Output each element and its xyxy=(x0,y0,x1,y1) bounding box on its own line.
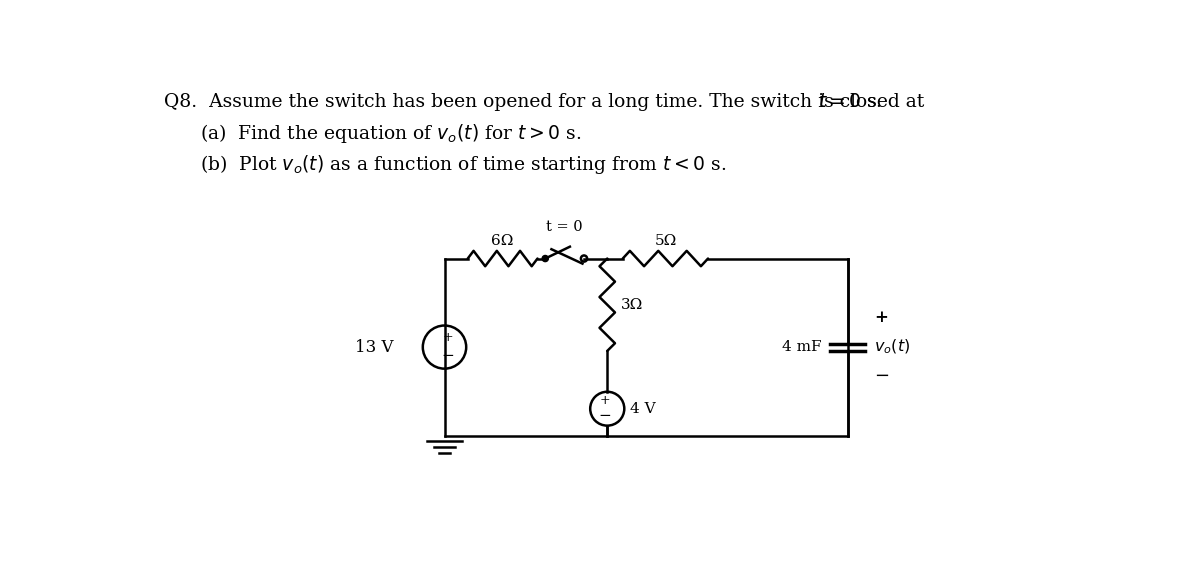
Text: −: − xyxy=(599,410,611,423)
Text: 5Ω: 5Ω xyxy=(654,234,677,248)
Text: (b)  Plot $v_o(t)$ as a function of time starting from $t < 0$ s.: (b) Plot $v_o(t)$ as a function of time … xyxy=(200,153,727,176)
Text: 13 V: 13 V xyxy=(355,339,394,355)
Text: 4 mF: 4 mF xyxy=(781,340,821,354)
Text: 6Ω: 6Ω xyxy=(492,234,514,248)
Text: −: − xyxy=(442,349,454,363)
Text: (a)  Find the equation of $v_o(t)$ for $t > 0$ s.: (a) Find the equation of $v_o(t)$ for $t… xyxy=(200,122,582,145)
Text: +: + xyxy=(600,395,611,407)
Text: $v_o(t)$: $v_o(t)$ xyxy=(874,338,910,357)
Text: $t = 0$ s.: $t = 0$ s. xyxy=(818,93,882,111)
Text: +: + xyxy=(874,309,888,327)
Text: Q8.  Assume the switch has been opened for a long time. The switch is closed at: Q8. Assume the switch has been opened fo… xyxy=(164,93,930,111)
Text: −: − xyxy=(874,367,889,385)
Text: +: + xyxy=(443,331,452,344)
Text: t = 0: t = 0 xyxy=(546,220,583,234)
Text: 3Ω: 3Ω xyxy=(620,298,643,312)
Text: 4 V: 4 V xyxy=(630,401,656,416)
Circle shape xyxy=(542,256,548,262)
